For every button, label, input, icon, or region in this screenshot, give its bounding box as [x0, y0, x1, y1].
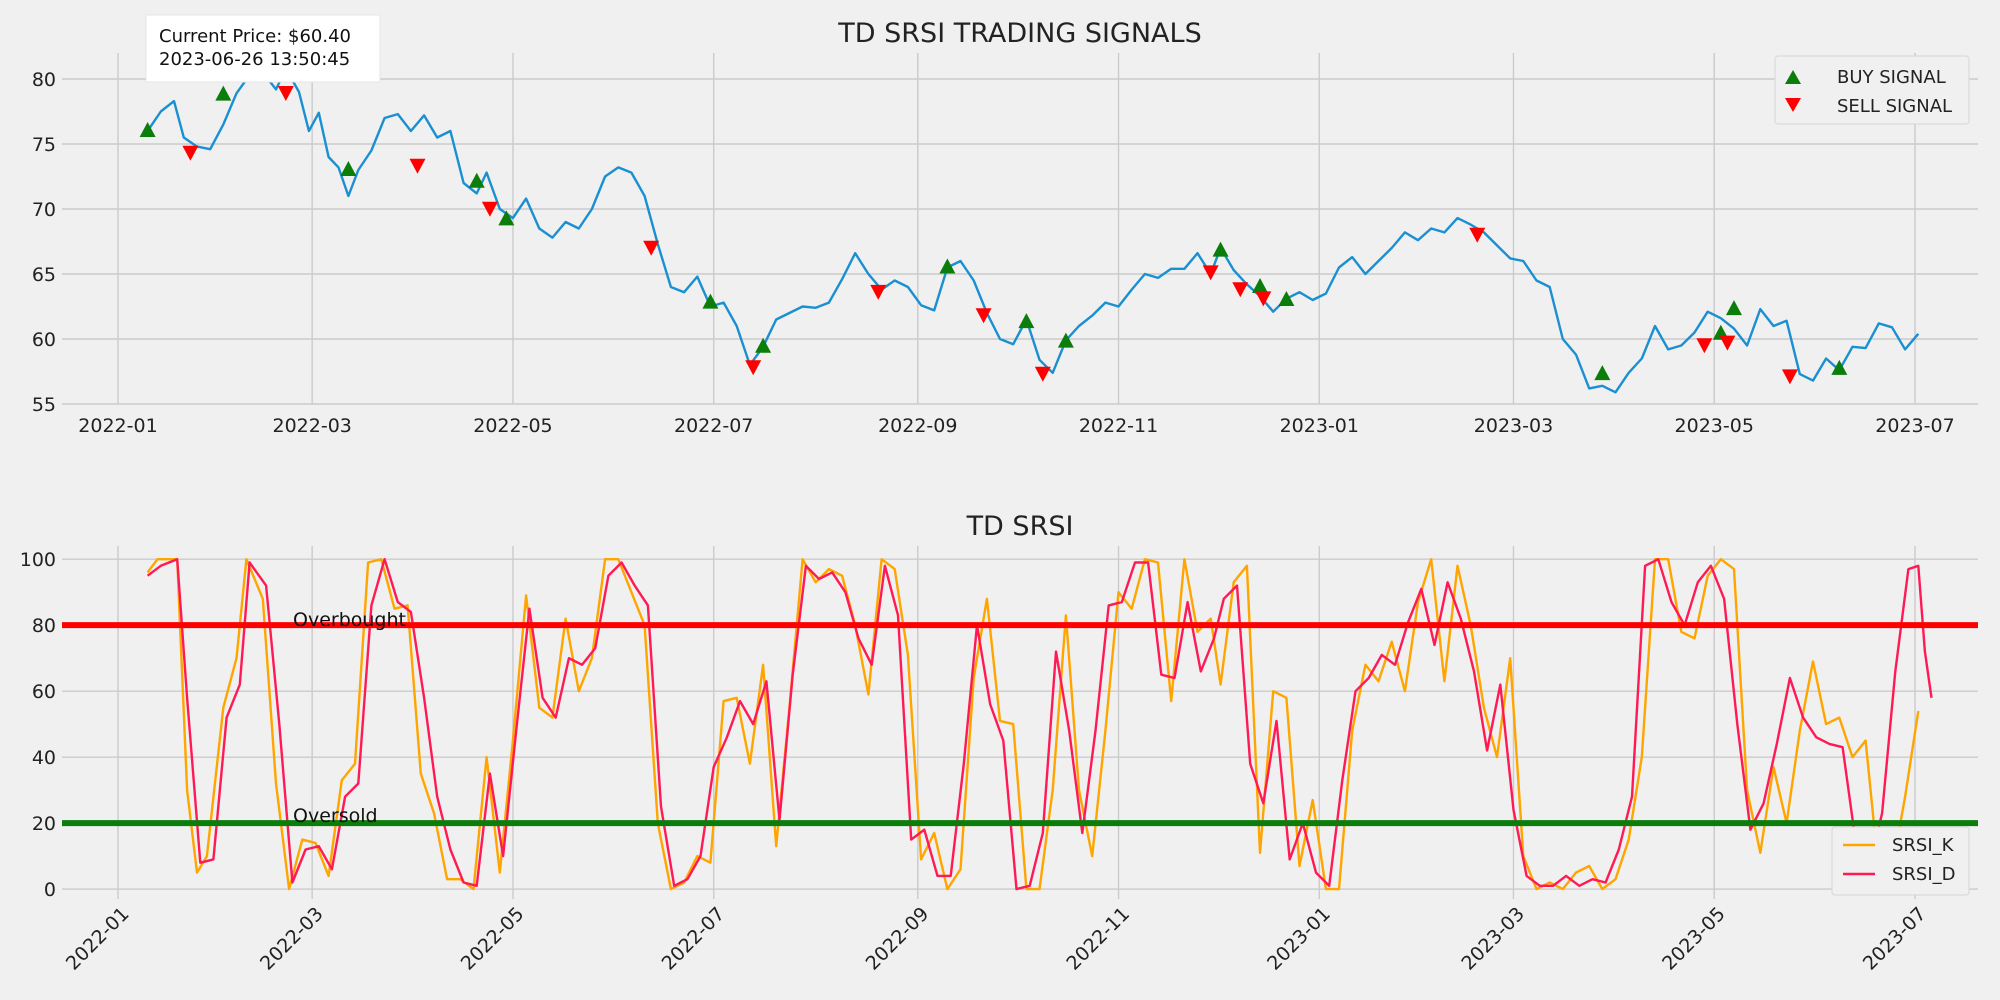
x-tick-label: 2023-05 — [1658, 903, 1730, 975]
price-x-tick-labels: 2022-01 2022-03 2022-05 2022-07 2022-09 2022-… — [78, 415, 1954, 437]
srsi-y-tick-labels: 0 20 40 60 80 100 — [20, 549, 56, 901]
x-tick-label: 2023-05 — [1675, 415, 1754, 437]
srsi-grid — [62, 546, 1978, 899]
x-tick-label: 2022-07 — [674, 415, 753, 437]
sell-signal-marker — [481, 201, 498, 217]
sell-signal-marker — [1469, 227, 1486, 243]
sell-signal-marker — [870, 284, 887, 300]
srsi-chart-title: TD SRSI — [966, 511, 1074, 542]
buy-signal-marker — [702, 293, 719, 309]
sell-signal-marker — [1034, 366, 1051, 382]
y-tick-label: 40 — [32, 747, 56, 769]
srsi-threshold-lines — [62, 622, 1978, 827]
y-tick-label: 60 — [32, 329, 56, 351]
y-tick-label: 20 — [32, 813, 56, 835]
y-tick-label: 75 — [32, 134, 56, 156]
y-tick-label: 80 — [32, 615, 56, 637]
buy-signal-marker — [1252, 278, 1269, 293]
price-chart-title: TD SRSI TRADING SIGNALS — [837, 18, 1201, 49]
buy-signal-legend-marker — [1785, 70, 1801, 84]
y-tick-label: 60 — [32, 681, 56, 703]
sell-signal-marker — [643, 240, 660, 256]
y-tick-label: 0 — [44, 879, 56, 901]
buy-signal-marker — [1725, 300, 1742, 316]
current-price-text: Current Price: $60.40 — [159, 26, 351, 47]
x-tick-label: 2023-03 — [1457, 903, 1529, 975]
y-tick-label: 55 — [32, 394, 56, 416]
buy-signal-marker — [755, 337, 772, 353]
sell-signal-marker — [975, 308, 992, 324]
sell-signal-marker — [1696, 338, 1713, 354]
x-tick-label: 2022-07 — [658, 903, 730, 975]
sell-signal-marker — [1719, 335, 1736, 351]
buy-signal-marker — [939, 258, 956, 274]
x-tick-label: 2023-03 — [1474, 415, 1553, 437]
price-grid — [62, 53, 1978, 405]
srsi-k-line — [146, 558, 1920, 891]
signal-markers — [139, 85, 1848, 385]
y-tick-label: 65 — [32, 264, 56, 286]
srsi-legend: SRSI_K SRSI_D — [1831, 826, 1970, 896]
x-tick-label: 2022-09 — [878, 415, 957, 437]
srsi-d-line — [146, 558, 1933, 891]
sell-signal-legend-marker — [1785, 98, 1801, 112]
x-tick-label: 2023-01 — [1263, 903, 1335, 975]
sell-signal-marker — [182, 145, 199, 161]
x-tick-label: 2022-05 — [473, 415, 552, 437]
buy-signal-marker — [1278, 291, 1295, 306]
y-tick-label: 70 — [32, 199, 56, 221]
buy-signal-marker — [1212, 241, 1229, 257]
sell-signal-legend-label: SELL SIGNAL — [1837, 96, 1952, 117]
price-legend: BUY SIGNAL SELL SIGNAL — [1774, 55, 1970, 125]
oversold-label: Oversold — [293, 805, 378, 827]
buy-signal-marker — [1831, 359, 1848, 375]
buy-signal-marker — [468, 172, 485, 188]
price-line — [146, 67, 1920, 394]
y-tick-label: 80 — [32, 69, 56, 91]
price-y-tick-labels: 55 60 65 70 75 80 — [32, 69, 56, 416]
sell-signal-marker — [745, 360, 762, 376]
srsi-series — [146, 558, 1933, 891]
sell-signal-marker — [277, 86, 294, 101]
y-tick-label: 100 — [20, 549, 56, 571]
x-tick-label: 2022-03 — [256, 903, 328, 975]
srsi-k-legend-label: SRSI_K — [1892, 835, 1955, 856]
buy-signal-marker — [340, 161, 357, 176]
buy-signal-legend-label: BUY SIGNAL — [1837, 67, 1946, 88]
buy-signal-marker — [1594, 365, 1611, 381]
x-tick-label: 2022-09 — [862, 903, 934, 975]
price-series — [146, 67, 1920, 394]
sell-signal-marker — [1255, 291, 1272, 307]
buy-signal-marker — [1018, 313, 1035, 329]
current-price-timestamp: 2023-06-26 13:50:45 — [159, 49, 350, 70]
sell-signal-marker — [1232, 282, 1249, 298]
x-tick-label: 2022-11 — [1079, 415, 1158, 437]
buy-signal-marker — [498, 210, 515, 226]
x-tick-label: 2022-01 — [78, 415, 157, 437]
x-tick-label: 2023-07 — [1859, 903, 1931, 975]
buy-signal-marker — [215, 85, 232, 101]
x-tick-label: 2022-11 — [1062, 903, 1134, 975]
sell-signal-marker — [409, 158, 426, 174]
x-tick-label: 2023-07 — [1875, 415, 1954, 437]
sell-signal-marker — [1202, 265, 1219, 281]
x-tick-label: 2022-01 — [62, 903, 134, 975]
x-tick-label: 2022-03 — [272, 415, 351, 437]
overbought-label: Overbought — [293, 609, 406, 631]
current-price-box: Current Price: $60.40 2023-06-26 13:50:4… — [145, 14, 381, 83]
srsi-d-legend-label: SRSI_D — [1892, 864, 1956, 885]
buy-signal-marker — [1057, 332, 1074, 348]
srsi-x-tick-labels: 2022-01 2022-03 2022-05 2022-07 2022-09 2022-… — [62, 903, 1931, 975]
x-tick-label: 2023-01 — [1280, 415, 1359, 437]
buy-signal-marker — [139, 122, 156, 137]
sell-signal-marker — [1781, 369, 1798, 385]
x-tick-label: 2022-05 — [457, 903, 529, 975]
